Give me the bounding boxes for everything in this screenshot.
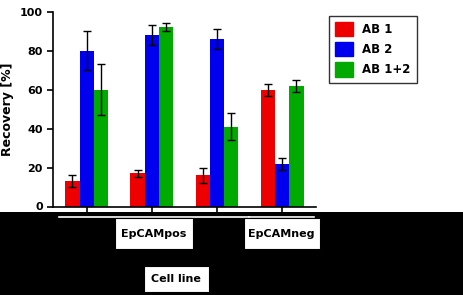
Bar [144, 35, 159, 206]
Bar [260, 90, 275, 206]
Text: Cell line: Cell line [151, 274, 201, 284]
Y-axis label: Recovery [%]: Recovery [%] [1, 63, 14, 156]
Bar [159, 27, 173, 206]
Bar [288, 86, 303, 206]
Bar [80, 51, 94, 206]
Bar [94, 90, 108, 206]
Bar [65, 181, 80, 206]
Text: EpCAMneg: EpCAMneg [248, 229, 314, 239]
Bar [130, 173, 144, 206]
Bar [209, 39, 224, 206]
Bar [275, 164, 288, 206]
Bar [224, 127, 238, 206]
Legend: AB 1, AB 2, AB 1+2: AB 1, AB 2, AB 1+2 [329, 16, 416, 83]
Text: EpCAMpos: EpCAMpos [121, 229, 186, 239]
Bar [195, 175, 209, 206]
